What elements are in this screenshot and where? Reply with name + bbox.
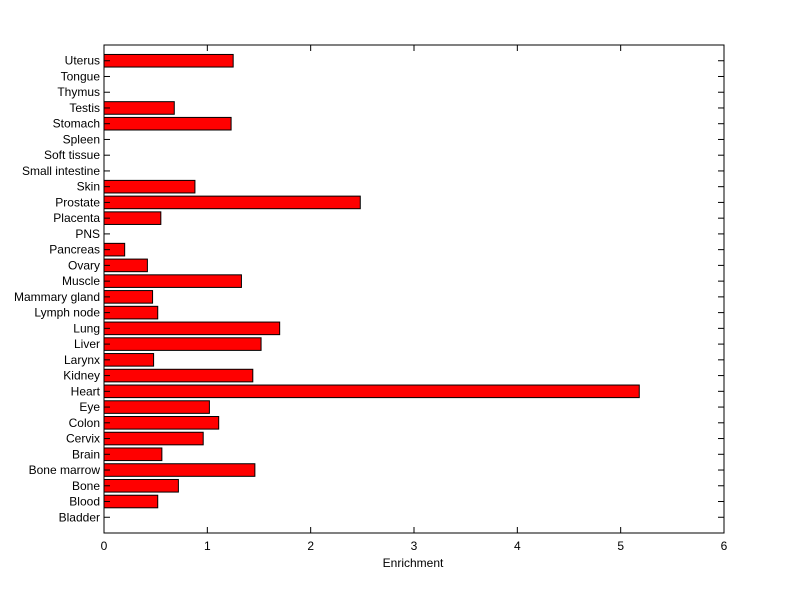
x-tick-label: 0 <box>101 539 108 553</box>
y-tick-label: Soft tissue <box>44 148 100 162</box>
y-tick-label: Heart <box>71 384 101 398</box>
bar-colon <box>103 416 220 430</box>
bar-cervix <box>103 431 204 446</box>
plot-frame <box>103 44 725 534</box>
y-tick-label: Mammary gland <box>14 290 100 304</box>
y-tick-label: Uterus <box>65 54 100 68</box>
bar-blood <box>103 494 159 509</box>
y-tick-label: Lung <box>73 321 100 335</box>
y-tick-label: Cervix <box>66 432 100 446</box>
bar-placenta <box>103 211 162 225</box>
y-tick-label: Muscle <box>62 274 100 288</box>
x-tick-label: 6 <box>721 539 728 553</box>
y-tick-label: Eye <box>79 400 100 414</box>
y-tick-label: Prostate <box>55 195 100 209</box>
y-tick-label: Kidney <box>63 369 100 383</box>
y-tick-label: Spleen <box>63 132 100 146</box>
x-tick-label: 4 <box>514 539 521 553</box>
y-tick-label: Tongue <box>61 69 101 83</box>
bar-bone-marrow <box>103 463 256 477</box>
y-tick-label: PNS <box>75 227 100 241</box>
bar-liver <box>103 337 262 351</box>
y-tick-label: Skin <box>77 180 100 194</box>
bar-ovary <box>103 258 148 273</box>
bar-eye <box>103 400 210 414</box>
bar-mammary-gland <box>103 290 154 304</box>
x-tick-label: 2 <box>307 539 314 553</box>
bar-stomach <box>103 116 232 131</box>
bar-muscle <box>103 274 242 288</box>
bar-larynx <box>103 353 155 367</box>
bar-lymph-node <box>103 305 159 320</box>
x-tick-label: 1 <box>204 539 211 553</box>
y-tick-label: Pancreas <box>49 243 100 257</box>
y-tick-label: Placenta <box>53 211 100 225</box>
bar-bone <box>103 478 179 493</box>
y-tick-label: Lymph node <box>34 306 100 320</box>
y-tick-label: Ovary <box>68 258 100 272</box>
y-tick-label: Liver <box>74 337 100 351</box>
bar-brain <box>103 447 163 462</box>
y-tick-label: Bone <box>72 479 100 493</box>
y-tick-label: Blood <box>69 495 100 509</box>
bar-kidney <box>103 368 254 383</box>
y-tick-label: Testis <box>69 101 100 115</box>
bar-uterus <box>103 53 234 68</box>
y-tick-label: Bladder <box>59 510 100 524</box>
y-tick-label: Larynx <box>64 353 100 367</box>
bar-lung <box>103 321 281 336</box>
y-tick-label: Thymus <box>57 85 100 99</box>
x-tick-label: 3 <box>411 539 418 553</box>
bar-heart <box>103 384 640 399</box>
ticks-group <box>103 45 725 533</box>
y-tick-label: Stomach <box>53 117 100 131</box>
y-tick-label: Bone marrow <box>29 463 101 477</box>
bar-skin <box>103 179 196 194</box>
x-tick-label: 5 <box>617 539 624 553</box>
y-tick-label: Brain <box>72 447 100 461</box>
y-tick-label: Small intestine <box>22 164 100 178</box>
x-axis-title: Enrichment <box>383 556 444 570</box>
x-tick-labels: 0 1 2 3 4 5 6 <box>101 539 728 553</box>
y-tick-label: Colon <box>69 416 100 430</box>
bar-prostate <box>103 195 361 210</box>
bar-testis <box>103 101 175 115</box>
